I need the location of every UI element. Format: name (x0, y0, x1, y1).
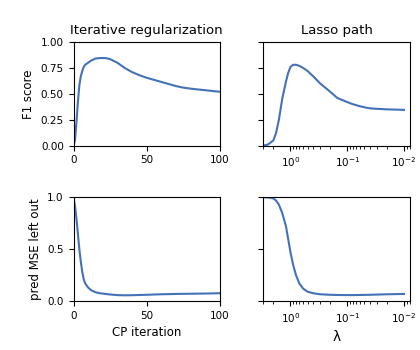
Y-axis label: pred MSE left out: pred MSE left out (29, 198, 42, 300)
Title: Iterative regularization: Iterative regularization (70, 24, 223, 37)
X-axis label: CP iteration: CP iteration (112, 326, 181, 339)
X-axis label: λ: λ (332, 330, 341, 344)
Title: Lasso path: Lasso path (301, 24, 373, 37)
Y-axis label: F1 score: F1 score (22, 69, 35, 119)
